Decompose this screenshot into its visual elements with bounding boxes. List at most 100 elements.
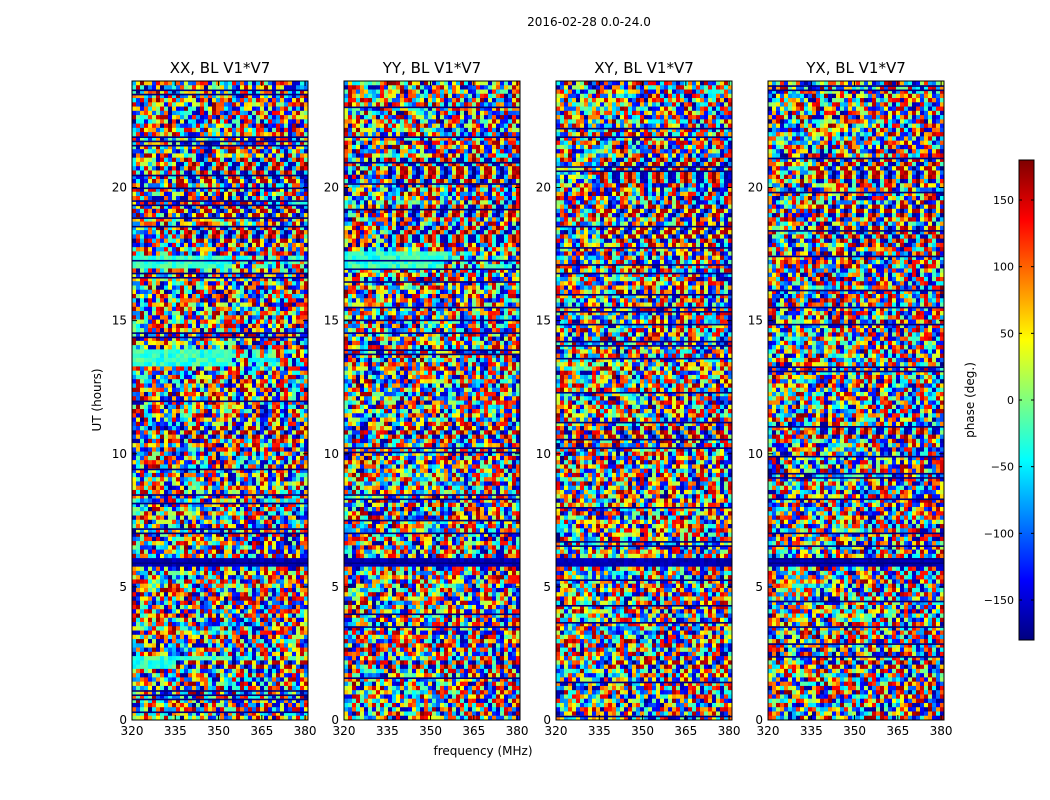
heatmap-cell <box>184 545 189 550</box>
heatmap-cell <box>136 494 141 499</box>
heatmap-cell <box>228 502 233 508</box>
heatmap-cell <box>176 136 181 142</box>
heatmap-cell <box>252 507 257 512</box>
heatmap-cell <box>280 123 285 129</box>
heatmap-cell <box>144 136 149 142</box>
heatmap-cell <box>164 536 169 542</box>
heatmap-cell <box>136 89 141 95</box>
heatmap-cell <box>132 247 137 252</box>
heatmap-cell <box>164 353 169 359</box>
heatmap-cell <box>168 93 173 99</box>
heatmap-cell <box>224 349 229 355</box>
heatmap-cell <box>260 430 265 435</box>
heatmap-cell <box>204 302 209 308</box>
heatmap-cell <box>272 426 277 431</box>
heatmap-cell <box>260 153 265 159</box>
heatmap-cell <box>284 119 289 124</box>
heatmap-cell <box>256 157 261 163</box>
heatmap-cell <box>188 281 193 286</box>
heatmap-cell <box>136 383 141 389</box>
heatmap-cell <box>280 349 285 355</box>
heatmap-cell <box>292 438 297 444</box>
heatmap-cell <box>196 400 201 406</box>
heatmap-cell <box>232 447 237 453</box>
heatmap-cell <box>188 140 193 146</box>
heatmap-cell <box>260 98 265 103</box>
heatmap-cell <box>192 532 197 538</box>
heatmap-cell <box>272 272 277 278</box>
heatmap-cell <box>256 328 261 333</box>
heatmap-cell <box>140 421 145 427</box>
figure-suptitle: 2016-02-28 0.0-24.0 <box>527 15 651 29</box>
heatmap-cell <box>144 255 149 261</box>
heatmap-cell <box>136 157 141 163</box>
heatmap-cell <box>224 498 229 504</box>
heatmap-cell <box>276 93 281 99</box>
heatmap-cell <box>160 498 165 504</box>
heatmap-cell <box>168 200 173 205</box>
heatmap-cell <box>216 511 221 516</box>
heatmap-cell <box>260 374 265 380</box>
heatmap-cell <box>284 183 289 188</box>
heatmap-cell <box>208 545 213 550</box>
heatmap-cell <box>148 123 153 129</box>
heatmap-cell <box>200 553 205 559</box>
heatmap-cell <box>272 545 277 550</box>
heatmap-cell <box>180 511 185 516</box>
heatmap-cell <box>232 196 237 201</box>
heatmap-cell <box>144 353 149 359</box>
heatmap-cell <box>172 285 177 291</box>
heatmap-cell <box>272 400 277 406</box>
heatmap-cell <box>272 374 277 380</box>
heatmap-cell <box>148 230 153 235</box>
heatmap-cell <box>140 272 145 278</box>
heatmap-cell <box>244 174 249 180</box>
heatmap-cell <box>184 285 189 291</box>
heatmap-cell <box>300 110 305 116</box>
heatmap-cell <box>132 102 137 107</box>
heatmap-cell <box>192 515 197 521</box>
heatmap-cell <box>292 106 297 112</box>
heatmap-cell <box>156 460 161 465</box>
heatmap-cell <box>260 170 265 176</box>
heatmap-cell <box>268 93 273 99</box>
heatmap-cell <box>196 213 201 218</box>
heatmap-cell <box>200 409 205 414</box>
heatmap-cell <box>284 447 289 453</box>
heatmap-cell <box>284 170 289 176</box>
heatmap-cell <box>236 502 241 508</box>
heatmap-cell <box>252 502 257 508</box>
heatmap-cell <box>140 553 145 559</box>
heatmap-cell <box>292 204 297 210</box>
heatmap-cell <box>188 387 193 393</box>
heatmap-cell <box>304 532 308 538</box>
heatmap-cell <box>168 178 173 184</box>
heatmap-cell <box>228 353 233 359</box>
heatmap-cell <box>244 140 249 146</box>
heatmap-cell <box>212 85 217 90</box>
heatmap-cell <box>148 421 153 427</box>
heatmap-cell <box>188 451 193 457</box>
heatmap-cell <box>244 187 249 193</box>
heatmap-cell <box>292 541 297 546</box>
heatmap-cell <box>240 89 245 95</box>
heatmap-cell <box>244 558 249 563</box>
heatmap-cell <box>288 225 293 231</box>
heatmap-cell <box>228 144 233 150</box>
heatmap-cell <box>164 524 169 529</box>
heatmap-cell <box>260 468 265 474</box>
heatmap-cell <box>248 545 253 550</box>
heatmap-cell <box>192 536 197 542</box>
heatmap-cell <box>256 502 261 508</box>
heatmap-cell <box>144 276 149 282</box>
heatmap-cell <box>220 345 225 350</box>
heatmap-cell <box>164 149 169 154</box>
heatmap-cell <box>280 553 285 559</box>
heatmap-cell <box>228 306 233 312</box>
heatmap-cell <box>296 549 301 555</box>
heatmap-cell <box>252 234 257 240</box>
heatmap-cell <box>284 502 289 508</box>
heatmap-cell <box>256 289 261 295</box>
heatmap-cell <box>300 345 305 350</box>
heatmap-cell <box>188 421 193 427</box>
